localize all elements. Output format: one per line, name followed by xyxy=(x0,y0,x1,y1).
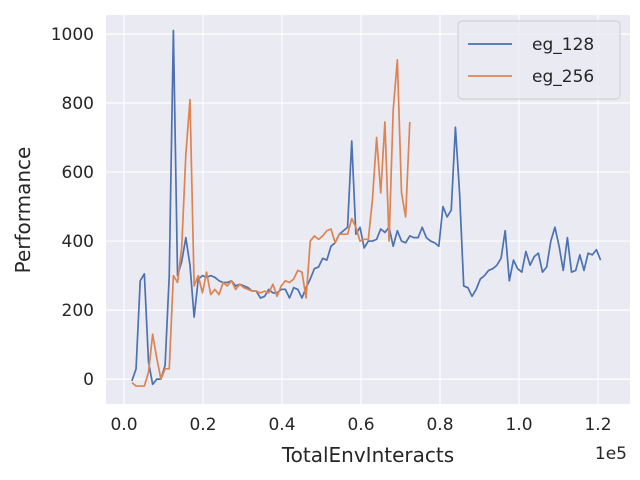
y-tick-label: 800 xyxy=(62,94,94,114)
x-tick-label: 0.8 xyxy=(426,415,453,435)
x-axis-label: TotalEnvInteracts xyxy=(281,443,454,467)
x-tick-label: 0.0 xyxy=(110,415,137,435)
y-tick-label: 600 xyxy=(62,163,94,183)
y-axis-label: Performance xyxy=(11,147,35,274)
y-tick-label: 400 xyxy=(62,232,94,252)
y-tick-label: 0 xyxy=(83,370,94,390)
legend-label: eg_256 xyxy=(532,67,594,87)
x-tick-label: 0.4 xyxy=(268,415,295,435)
x-tick-label: 0.6 xyxy=(347,415,374,435)
x-tick-label: 0.2 xyxy=(189,415,216,435)
legend-box xyxy=(457,20,621,100)
x-tick-label: 1.2 xyxy=(584,415,611,435)
legend-label: eg_128 xyxy=(532,35,594,55)
y-tick-label: 1000 xyxy=(51,25,94,45)
x-tick-label: 1.0 xyxy=(505,415,532,435)
x-offset-label: 1e5 xyxy=(595,444,627,464)
y-tick-label: 200 xyxy=(62,301,94,321)
line-series xyxy=(131,29,602,386)
line-series xyxy=(131,59,411,387)
